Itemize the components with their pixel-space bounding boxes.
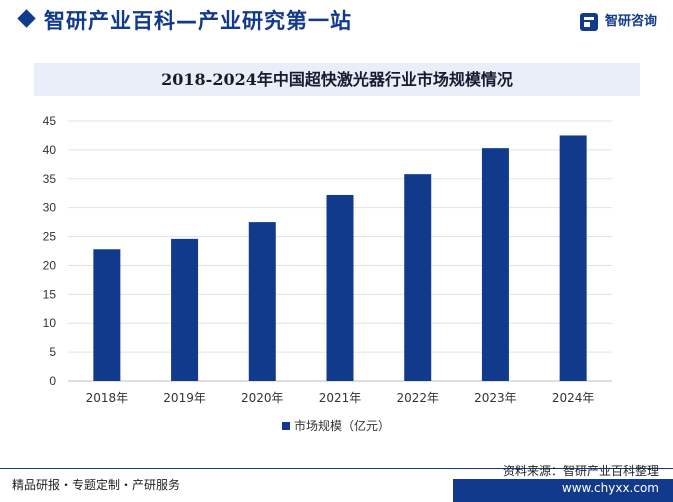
x-tick-label: 2018年 <box>86 391 129 405</box>
y-tick-label: 25 <box>43 230 57 244</box>
x-tick-label: 2023年 <box>474 391 517 405</box>
x-tick-label: 2021年 <box>319 391 362 405</box>
x-tick-label: 2020年 <box>241 391 284 405</box>
x-tick-label: 2024年 <box>552 391 595 405</box>
bar <box>93 249 121 381</box>
y-tick-label: 0 <box>49 374 56 388</box>
bar-chart: 0 5 10 15 20 25 30 35 40 45 2018年 2019年 2020年 2021年 20… <box>43 114 612 433</box>
y-tick-label: 15 <box>43 287 57 301</box>
source-note: 资料来源：智研产业百科整理 <box>502 464 659 478</box>
footer-services: 精品研报・专题定制・产研服务 <box>12 478 181 492</box>
bar <box>481 148 509 381</box>
bar <box>248 222 276 381</box>
y-tick-label: 30 <box>43 201 57 215</box>
bar <box>326 194 354 381</box>
legend-label: 市场规模（亿元） <box>294 418 390 433</box>
brand[interactable]: 智研咨询 <box>579 12 657 34</box>
footer-url-bar: www.chyxx.com <box>453 479 673 502</box>
y-tick-label: 40 <box>43 143 57 157</box>
chart-title: 2018-2024年中国超快激光器行业市场规模情况 <box>161 70 513 89</box>
bar <box>404 174 432 381</box>
legend-swatch <box>282 422 290 430</box>
brand-logo-icon <box>579 13 598 31</box>
x-tick-label: 2019年 <box>163 391 206 405</box>
chart-title-box: 2018-2024年中国超快激光器行业市场规模情况 <box>34 63 640 96</box>
x-tick-label: 2022年 <box>396 391 439 405</box>
bar <box>559 135 587 381</box>
y-tick-label: 10 <box>43 316 57 330</box>
brand-name: 智研咨询 <box>604 14 657 29</box>
y-tick-label: 20 <box>43 258 57 272</box>
y-tick-label: 5 <box>49 345 56 359</box>
y-tick-label: 35 <box>43 172 57 186</box>
footer-divider <box>0 468 673 469</box>
y-tick-label: 45 <box>43 114 57 128</box>
header: 智研产业百科—产业研究第一站 智研咨询 <box>0 0 673 44</box>
site-title: 智研产业百科—产业研究第一站 <box>44 9 352 33</box>
bar <box>171 238 199 381</box>
website-url[interactable]: www.chyxx.com <box>561 481 659 495</box>
